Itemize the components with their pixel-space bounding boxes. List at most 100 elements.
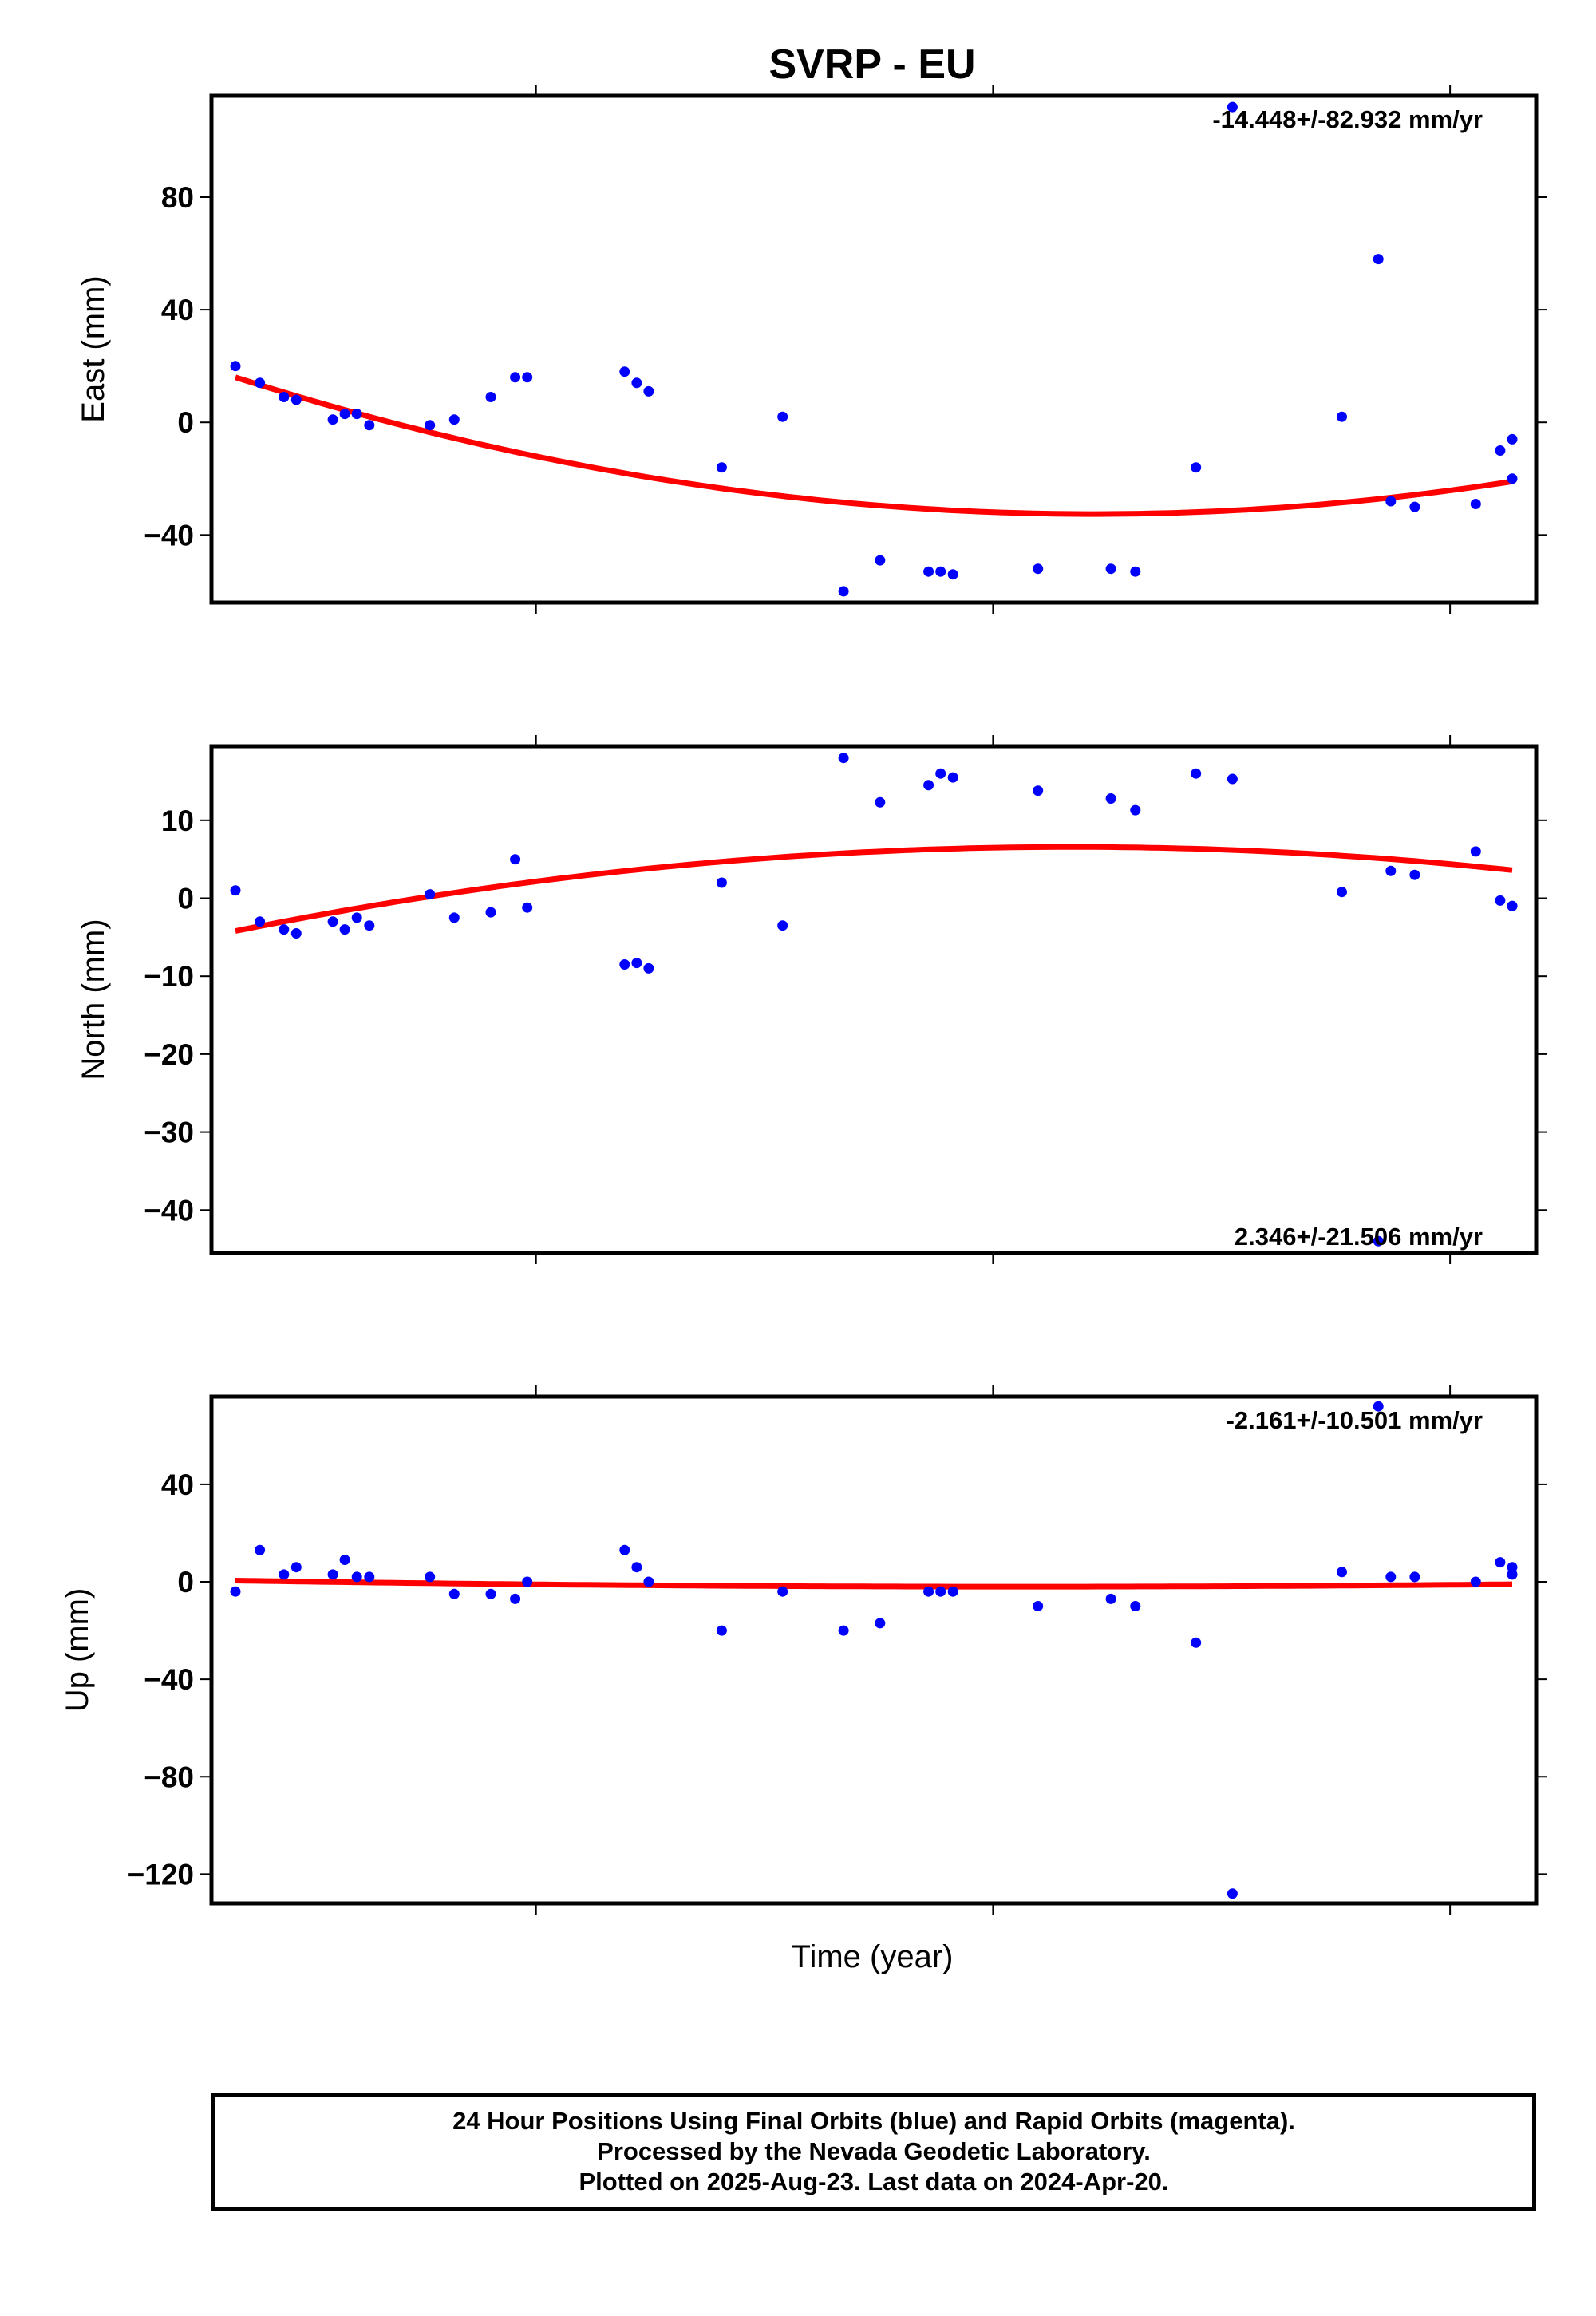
- data-point: [1385, 496, 1396, 507]
- data-point: [1409, 869, 1420, 880]
- panel-up: 40 0 −40 −80 −120 Up (mm) -2.161+/-10.501 mm/y…: [60, 1385, 1547, 1915]
- y-tick-label: −80: [144, 1761, 194, 1793]
- data-point: [1409, 501, 1420, 512]
- data-point: [510, 1593, 521, 1604]
- data-point: [1191, 768, 1202, 779]
- data-point: [255, 1544, 266, 1555]
- data-point: [1373, 254, 1384, 265]
- data-point: [510, 372, 521, 383]
- data-point: [947, 772, 958, 783]
- data-point: [1105, 793, 1116, 804]
- data-point: [351, 1571, 362, 1583]
- trend-line: [235, 844, 1513, 934]
- data-point: [1033, 1601, 1044, 1611]
- data-point: [1373, 1235, 1384, 1247]
- data-point: [1507, 473, 1518, 484]
- y-tick-label: 40: [161, 1468, 194, 1501]
- data-point: [777, 920, 788, 931]
- data-point: [716, 462, 727, 473]
- data-point: [1507, 1569, 1518, 1580]
- data-point: [838, 586, 849, 597]
- data-point: [1385, 1571, 1396, 1583]
- data-point: [485, 392, 496, 402]
- data-point: [716, 1625, 727, 1636]
- data-point: [619, 366, 630, 377]
- data-point: [351, 912, 362, 923]
- data-point: [631, 1562, 642, 1573]
- plot-frame: [209, 93, 1539, 605]
- data-point: [1507, 433, 1518, 445]
- data-point: [777, 1586, 788, 1597]
- data-point: [327, 916, 338, 927]
- x-axis-label: Time (year): [792, 1939, 954, 1974]
- data-point: [1507, 900, 1518, 911]
- data-point: [425, 1571, 436, 1583]
- data-point: [339, 409, 350, 420]
- chart-title: SVRP - EU: [768, 41, 975, 88]
- y-tick-label: −120: [128, 1858, 194, 1891]
- data-point: [631, 377, 642, 389]
- data-point: [947, 1586, 958, 1597]
- footer-line-orbits: 24 Hour Positions Using Final Orbits (bl…: [452, 2107, 1295, 2135]
- panel-north: 10 0 −10 −20 −30 −40 North (mm) 2.346+/-21.506 …: [76, 735, 1547, 1264]
- y-tick-label: 80: [161, 181, 194, 214]
- data-point: [1105, 1593, 1116, 1604]
- y-tick-label: 0: [177, 883, 194, 915]
- trend-line: [234, 374, 1513, 517]
- data-point: [351, 409, 362, 420]
- data-point: [631, 958, 642, 969]
- panels: 80 40 0 −40 East (mm) -14.448+/-82.932 mm/yr 1…: [60, 85, 1547, 1915]
- data-point: [875, 796, 886, 808]
- data-point: [1385, 865, 1396, 876]
- data-point: [1227, 1888, 1238, 1899]
- y-tick-label: 0: [177, 1566, 194, 1599]
- data-point: [425, 420, 436, 431]
- data-point: [838, 1625, 849, 1636]
- data-point: [643, 385, 654, 397]
- data-point: [1507, 1562, 1518, 1573]
- data-point: [448, 414, 460, 425]
- data-point: [875, 555, 886, 566]
- footer-line-processed: Processed by the Nevada Geodetic Laborat…: [597, 2137, 1151, 2165]
- data-point: [522, 1576, 533, 1587]
- data-point: [279, 1569, 290, 1580]
- data-point: [1337, 411, 1347, 422]
- y-tick-label: −40: [144, 1663, 194, 1696]
- data-point: [935, 768, 946, 779]
- y-tick-label: −40: [144, 519, 194, 551]
- data-point: [1495, 895, 1506, 906]
- data-point: [838, 753, 849, 764]
- data-point: [1470, 499, 1481, 509]
- data-point: [279, 924, 290, 935]
- plot-frame: [209, 1394, 1539, 1906]
- rate-label: -2.161+/-10.501 mm/yr: [1227, 1406, 1483, 1434]
- y-axis-label: Up (mm): [60, 1588, 95, 1713]
- data-point: [425, 889, 436, 900]
- data-point: [1373, 1401, 1384, 1412]
- data-point: [327, 1569, 338, 1580]
- data-point: [923, 566, 934, 577]
- data-point: [290, 394, 302, 405]
- data-point: [947, 569, 958, 580]
- data-point: [485, 907, 496, 918]
- data-point: [339, 924, 350, 935]
- data-point: [923, 1586, 934, 1597]
- data-point: [522, 372, 533, 383]
- panel-east: 80 40 0 −40 East (mm) -14.448+/-82.932 mm/yr: [76, 85, 1547, 614]
- data-point: [1227, 101, 1238, 113]
- plot-frame: [209, 744, 1539, 1255]
- data-point: [364, 1571, 375, 1583]
- y-tick-label: −10: [144, 960, 194, 993]
- data-point: [1495, 1557, 1506, 1568]
- y-tick-label: 10: [161, 804, 194, 837]
- data-point: [619, 959, 630, 970]
- data-point: [716, 877, 727, 888]
- data-point: [1409, 1571, 1420, 1583]
- data-point: [1033, 563, 1044, 575]
- y-tick-label: 0: [177, 406, 194, 439]
- data-point: [510, 854, 521, 865]
- rate-label: 2.346+/-21.506 mm/yr: [1235, 1223, 1483, 1251]
- data-point: [875, 1618, 886, 1629]
- data-point: [1495, 445, 1506, 456]
